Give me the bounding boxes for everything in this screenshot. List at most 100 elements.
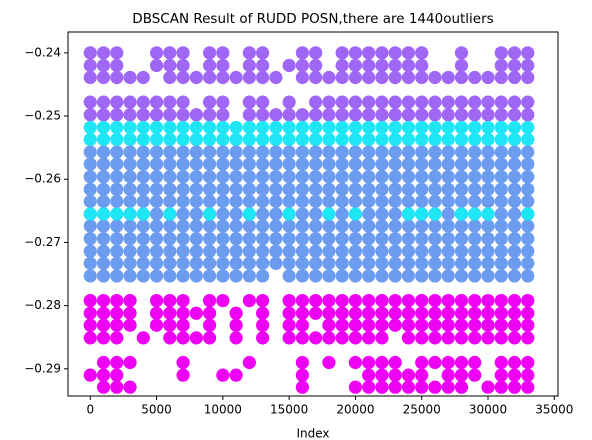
point [494,207,508,221]
point [375,120,389,135]
point [123,120,137,135]
point [481,170,495,184]
point [322,120,336,135]
point [176,120,190,135]
point [401,256,416,270]
point [149,306,164,320]
point [521,269,535,283]
point [216,108,230,122]
point [454,120,469,135]
point [335,58,349,73]
point [401,120,416,135]
point [454,368,469,382]
point [110,95,124,109]
point [401,194,416,208]
point [202,293,217,308]
point [149,95,164,109]
point [335,269,349,283]
point [123,182,137,196]
point [282,318,296,332]
point [136,244,150,258]
point [494,331,508,345]
point [494,219,508,233]
axes-frame [67,31,559,397]
point [83,132,97,147]
point [428,157,442,171]
point [415,380,429,394]
point [309,269,323,283]
point [295,293,309,308]
point [189,70,203,85]
point [242,293,256,308]
point [348,207,363,221]
point [494,108,508,122]
point [110,207,124,221]
point [388,157,402,171]
point [229,194,243,208]
point [335,95,349,109]
point [295,331,309,345]
point [242,120,256,135]
point [362,70,376,85]
point [110,120,124,135]
point [348,293,363,308]
point [428,256,442,270]
point [481,331,495,345]
point [176,145,190,159]
point [468,219,482,233]
point [375,182,389,196]
point [362,232,376,246]
point [507,170,522,184]
point [401,219,416,233]
point [441,157,455,171]
point [123,269,137,283]
point [415,318,429,332]
point [309,132,323,147]
point [348,269,363,283]
point [507,70,522,85]
point [454,207,469,221]
point [83,95,97,109]
point [441,219,455,233]
point [322,318,336,332]
point [521,318,535,332]
point [176,194,190,208]
point [136,256,150,270]
point [401,170,416,184]
point [149,58,164,73]
point [282,256,296,270]
point [309,207,323,221]
point [468,157,482,171]
point [335,306,349,320]
point [202,306,217,320]
point [521,70,535,85]
point [149,132,164,147]
point [521,368,535,382]
point [441,108,455,122]
point [375,318,389,332]
point [468,331,482,345]
point [242,95,256,109]
point [375,244,389,258]
point [110,355,124,370]
point [348,232,363,246]
point [229,244,243,258]
point [521,157,535,171]
point [454,331,469,345]
point [256,108,270,122]
point [348,318,363,332]
point [176,95,190,109]
point [83,232,97,246]
point [202,170,217,184]
point [322,70,336,85]
point [96,182,111,196]
point [441,145,455,159]
point [149,232,164,246]
point [282,145,296,159]
point [189,182,203,196]
point [401,157,416,171]
point [295,318,309,332]
point [388,306,402,320]
point [295,269,309,283]
point [401,306,416,320]
